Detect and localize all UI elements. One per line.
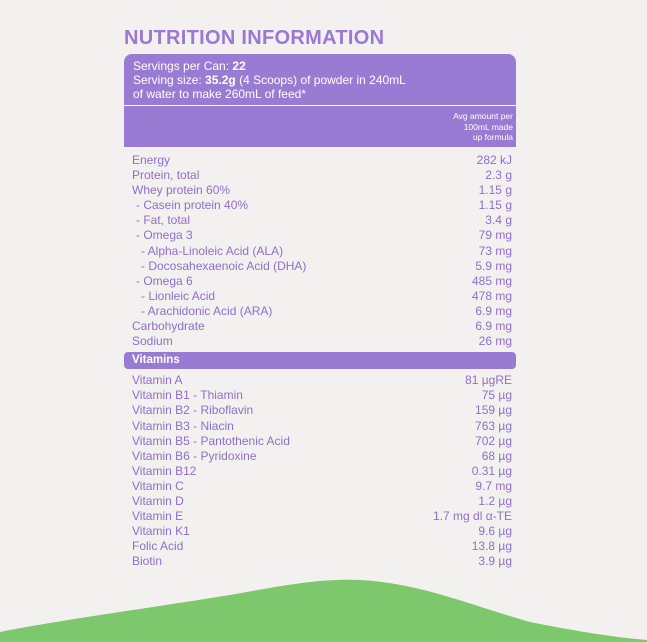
nutrient-row: Energy 282 kJ — [124, 153, 516, 168]
vitamin-row: Biotin 3.9 µg — [124, 554, 516, 569]
vitamin-row: Vitamin D 1.2 µg — [124, 494, 516, 509]
nutrient-name: - Docosahexaenoic Acid (DHA) — [141, 258, 307, 273]
nutrient-name: Energy — [132, 153, 171, 167]
vitamin-name: Biotin — [132, 554, 163, 569]
vitamin-value: 1.7 mg dl α-TE — [433, 509, 512, 524]
vitamin-row: Vitamin B1 - Thiamin 75 µg — [124, 388, 516, 403]
vitamin-row: Vitamin B2 - Riboflavin 159 µg — [124, 403, 516, 418]
nutrient-value: 1.15 g — [478, 198, 512, 213]
nutrient-name: - Omega 3 — [136, 228, 193, 243]
vitamin-name: Vitamin B3 - Niacin — [132, 418, 234, 433]
vitamin-row: Folic Acid 13.8 µg — [124, 539, 516, 554]
vitamin-value: 763 µg — [475, 418, 512, 433]
vitamin-row: Vitamin K1 9.6 µg — [124, 524, 516, 539]
vitamin-value: 9.7 mg — [475, 478, 512, 493]
vitamin-value: 0.31 µg — [471, 463, 512, 478]
nutrient-name: - Lionleic Acid — [141, 288, 216, 303]
vitamin-name: Vitamin K1 — [132, 524, 190, 539]
nutrient-row: Protein, total 2.3 g — [124, 168, 516, 183]
avg-line-2: 100mL made — [463, 121, 513, 132]
nutrient-row: - Docosahexaenoic Acid (DHA) 5.9 mg — [124, 259, 516, 274]
nutrient-row: - Fat, total 3.4 g — [124, 213, 516, 228]
nutrient-name: - Fat, total — [136, 213, 191, 228]
nutrient-value: 6.9 mg — [475, 303, 512, 318]
vitamin-value: 68 µg — [481, 448, 512, 463]
serving-size-detail: (4 Scoops) of powder in 240mL — [239, 73, 406, 87]
servings-value: 22 — [232, 59, 246, 73]
vitamin-value: 13.8 µg — [471, 539, 512, 554]
servings-per-can: Servings per Can: 22 — [133, 59, 507, 73]
vitamin-name: Folic Acid — [132, 539, 184, 554]
nutrient-value: 282 kJ — [476, 153, 512, 167]
vitamin-value: 9.6 µg — [478, 524, 512, 539]
avg-amount-header: Avg amount per 100mL made up formula — [124, 106, 516, 147]
nutrient-row: - Arachidonic Acid (ARA) 6.9 mg — [124, 304, 516, 319]
vitamin-name: Vitamin B12 — [132, 463, 197, 478]
vitamin-name: Vitamin B5 - Pantothenic Acid — [132, 433, 290, 448]
vitamin-name: Vitamin B1 - Thiamin — [132, 388, 243, 403]
nutrient-row: - Alpha-Linoleic Acid (ALA) 73 mg — [124, 244, 516, 259]
nutrient-value: 26 mg — [478, 334, 512, 349]
servings-header: Servings per Can: 22 Serving size: 35.2g… — [124, 54, 516, 105]
vitamin-name: Vitamin E — [132, 509, 184, 524]
vitamins-heading: Vitamins — [124, 352, 516, 370]
vitamin-row: Vitamin E 1.7 mg dl α-TE — [124, 509, 516, 524]
vitamin-name: Vitamin C — [132, 478, 184, 493]
nutrient-name: Whey protein 60% — [132, 183, 231, 198]
nutrient-row: Whey protein 60% 1.15 g — [124, 183, 516, 198]
vitamin-value: 1.2 µg — [478, 493, 512, 508]
header-divider — [124, 105, 516, 106]
nutrient-name: - Arachidonic Acid (ARA) — [141, 303, 273, 318]
nutrient-name: Carbohydrate — [132, 319, 205, 334]
vitamin-value: 3.9 µg — [478, 554, 512, 569]
vitamin-value: 75 µg — [481, 388, 512, 403]
nutrient-value: 6.9 mg — [475, 319, 512, 334]
nutrient-name: - Casein protein 40% — [136, 198, 249, 213]
avg-line-1: Avg amount per — [453, 111, 513, 121]
nutrient-value: 5.9 mg — [475, 258, 512, 273]
vitamin-list: Vitamin A 81 µgRE Vitamin B1 - Thiamin 75 µ… — [124, 373, 516, 569]
vitamin-row: Vitamin B5 - Pantothenic Acid 702 µg — [124, 434, 516, 449]
vitamin-row: Vitamin A 81 µgRE — [124, 373, 516, 388]
nutrient-value: 1.15 g — [478, 183, 512, 198]
vitamin-value: 159 µg — [475, 403, 512, 418]
vitamin-name: Vitamin A — [132, 373, 183, 388]
vitamin-value: 81 µgRE — [465, 373, 512, 388]
avg-amount-label: Avg amount per 100mL made up formula — [433, 111, 513, 143]
nutrient-list: Energy 282 kJ Protein, total 2.3 g Whey prot… — [124, 153, 516, 349]
vitamin-value: 702 µg — [475, 433, 512, 448]
nutrient-row: Carbohydrate 6.9 mg — [124, 319, 516, 334]
nutrient-row: - Omega 3 79 mg — [124, 228, 516, 243]
nutrient-name: - Omega 6 — [136, 273, 193, 288]
nutrient-name: Sodium — [132, 334, 173, 349]
vitamin-name: Vitamin B2 - Riboflavin — [132, 403, 254, 418]
nutrient-value: 79 mg — [478, 228, 512, 243]
serving-size-label: Serving size: — [133, 73, 202, 87]
vitamin-row: Vitamin B12 0.31 µg — [124, 464, 516, 479]
vitamin-row: Vitamin C 9.7 mg — [124, 479, 516, 494]
serving-size-value: 35.2g — [205, 73, 236, 87]
nutrient-value: 3.4 g — [485, 213, 512, 228]
nutrient-row: - Lionleic Acid 478 mg — [124, 289, 516, 304]
avg-line-3: up formula — [472, 132, 513, 142]
nutrition-panel: Servings per Can: 22 Serving size: 35.2g… — [124, 54, 516, 569]
nutrient-name: Protein, total — [132, 168, 200, 183]
vitamin-row: Vitamin B6 - Pyridoxine 68 µg — [124, 449, 516, 464]
nutrient-value: 2.3 g — [485, 168, 512, 183]
vitamin-name: Vitamin D — [132, 493, 184, 508]
nutrient-value: 478 mg — [471, 288, 512, 303]
nutrient-row: - Omega 6 485 mg — [124, 274, 516, 289]
vitamin-row: Vitamin B3 - Niacin 763 µg — [124, 419, 516, 434]
nutrient-value: 73 mg — [478, 243, 512, 258]
serving-size-detail-2: of water to make 260mL of feed* — [133, 87, 306, 101]
nutrient-name: - Alpha-Linoleic Acid (ALA) — [141, 243, 284, 258]
vitamin-name: Vitamin B6 - Pyridoxine — [132, 448, 257, 463]
nutrient-row: Sodium 26 mg — [124, 334, 516, 349]
page-title: NUTRITION INFORMATION — [124, 27, 385, 49]
nutrient-value: 485 mg — [471, 273, 512, 288]
serving-size: Serving size: 35.2g (4 Scoops) of powder… — [133, 73, 507, 87]
servings-label: Servings per Can: — [133, 59, 230, 73]
green-wave-decoration — [0, 579, 647, 642]
nutrient-row: - Casein protein 40% 1.15 g — [124, 198, 516, 213]
